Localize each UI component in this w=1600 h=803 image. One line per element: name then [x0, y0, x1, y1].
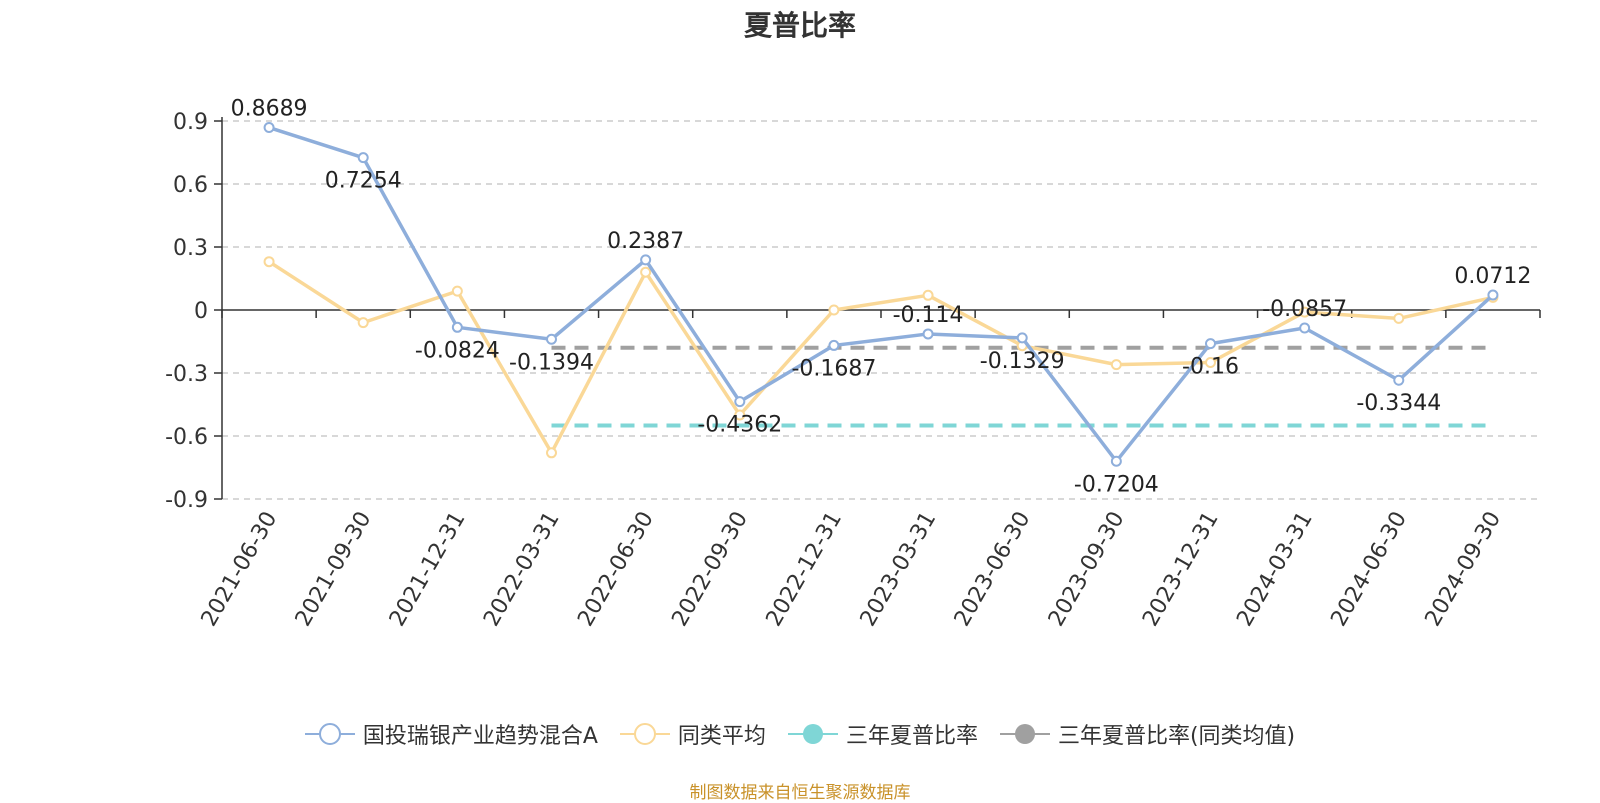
x-tick-label: 2024-06-30	[1326, 508, 1412, 631]
data-point	[357, 317, 369, 329]
data-label: -0.0824	[415, 338, 500, 363]
y-tick-label: -0.6	[165, 425, 208, 450]
data-point	[640, 254, 652, 266]
data-point	[546, 333, 557, 345]
data-point	[451, 321, 463, 333]
legend-item-three-year-sharpe[interactable]: 三年夏普比率	[787, 718, 978, 750]
y-tick-label: 0.9	[173, 110, 208, 135]
data-point	[1110, 455, 1122, 467]
y-tick-label: -0.3	[165, 362, 208, 387]
chart-title: 夏普比率	[743, 9, 856, 42]
x-tick-label: 2024-09-30	[1421, 508, 1507, 631]
legend-label: 三年夏普比率	[845, 724, 978, 749]
data-point	[1205, 357, 1216, 368]
data-point	[357, 152, 369, 164]
x-tick-label: 2022-12-31	[762, 508, 848, 631]
data-point	[734, 396, 746, 408]
legend-item-peer-average[interactable]: 同类平均	[619, 718, 766, 750]
data-point	[263, 256, 275, 268]
data-point	[1110, 359, 1122, 371]
data-point	[1393, 374, 1405, 386]
x-tick-label: 2023-12-31	[1138, 508, 1224, 631]
legend-hollow-circle-icon	[619, 723, 670, 745]
series-lines	[263, 122, 1499, 467]
data-label: -0.1394	[509, 350, 594, 375]
data-label: -0.1329	[980, 349, 1065, 374]
data-label: 0.7254	[325, 169, 402, 194]
data-point	[1016, 332, 1028, 344]
data-label: -0.114	[893, 303, 964, 328]
data-point	[922, 328, 934, 340]
legend-label: 国投瑞银产业趋势混合A	[362, 724, 598, 749]
data-source-note: 制图数据来自恒生聚源数据库	[689, 783, 911, 803]
x-tick-label: 2022-06-30	[573, 508, 659, 631]
data-point	[734, 409, 746, 421]
x-tick-label: 2021-12-31	[385, 508, 471, 631]
data-point	[1299, 322, 1311, 334]
data-point	[1299, 306, 1311, 318]
series-line	[268, 125, 1495, 464]
legend-label: 同类平均	[677, 724, 766, 749]
data-label: -0.3344	[1356, 391, 1441, 416]
y-tick-label: 0.3	[173, 236, 208, 261]
data-label: 0.8689	[231, 97, 308, 122]
y-tick-label: 0	[194, 299, 208, 324]
x-tick-label: 2022-09-30	[667, 508, 753, 631]
data-label: -0.0857	[1262, 297, 1347, 322]
legend-item-three-year-sharpe-peer[interactable]: 三年夏普比率(同类均值)	[999, 718, 1296, 750]
legend-label: 三年夏普比率(同类均值)	[1057, 724, 1296, 749]
data-label: -0.7204	[1074, 472, 1159, 497]
data-point	[1393, 312, 1405, 324]
data-label: 0.2387	[607, 229, 684, 254]
data-point	[546, 447, 557, 459]
data-label: -0.4362	[697, 413, 782, 438]
y-tick-label: 0.6	[173, 173, 208, 198]
data-point	[828, 339, 840, 351]
x-tick-label: 2021-09-30	[291, 508, 377, 631]
data-labels: 0.8689 0.7254 -0.0824 -0.1394 0.2387 -0.4362 -…	[231, 97, 1532, 498]
series-line	[268, 260, 1494, 455]
x-tick-label: 2021-06-30	[197, 508, 283, 631]
x-tick-label: 2023-06-30	[950, 508, 1036, 631]
x-tick-label: 2023-03-31	[856, 508, 942, 631]
legend-filled-circle-icon	[787, 724, 838, 744]
data-point	[1487, 289, 1499, 301]
data-point	[640, 266, 652, 278]
x-tick-label: 2022-03-31	[479, 508, 565, 631]
data-label: -0.1687	[791, 356, 876, 381]
x-tick-label: 2023-09-30	[1044, 508, 1130, 631]
legend-item-fund[interactable]: 国投瑞银产业趋势混合A	[304, 718, 598, 750]
data-point	[451, 285, 463, 297]
data-point	[828, 304, 840, 316]
legend-filled-circle-icon	[999, 724, 1050, 744]
data-label: -0.16	[1182, 355, 1239, 380]
data-point	[922, 289, 934, 301]
data-point	[263, 122, 275, 134]
x-tick-label: 2024-03-31	[1232, 508, 1318, 631]
legend: 国投瑞银产业趋势混合A 同类平均 三年夏普比率 三年夏普比率(同类均值)	[0, 718, 1600, 750]
data-point	[1205, 338, 1216, 350]
data-label: 0.0712	[1454, 264, 1531, 289]
y-tick-label: -0.9	[165, 488, 208, 513]
legend-hollow-circle-icon	[304, 723, 355, 745]
